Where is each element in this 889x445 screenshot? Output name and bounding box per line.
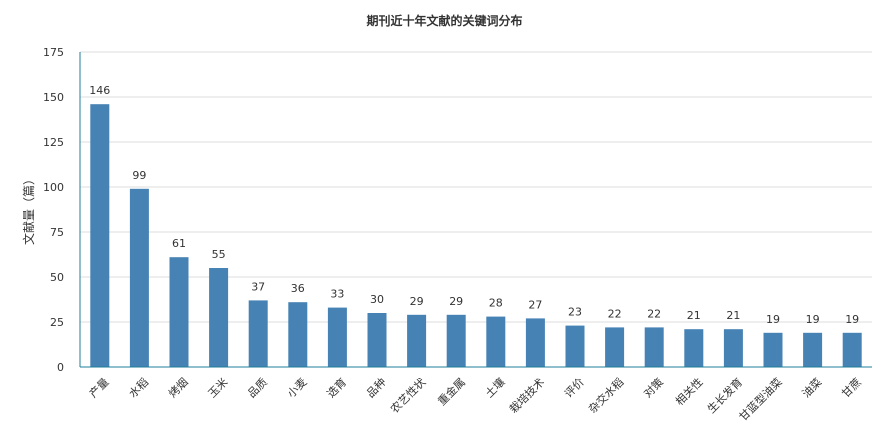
data-label: 22 [608,307,622,320]
x-tick-label: 农艺性状 [387,375,428,416]
x-tick-label: 油菜 [799,375,824,400]
data-label: 33 [330,288,344,301]
bar[interactable] [169,257,189,367]
data-label: 21 [726,309,740,322]
x-tick-label: 土壤 [482,375,507,400]
bar[interactable] [565,325,585,367]
y-tick-label: 50 [50,271,64,284]
data-label: 23 [568,306,582,319]
data-label: 30 [370,293,384,306]
bar[interactable] [446,314,466,367]
x-tick-label: 对策 [641,375,666,400]
data-label: 19 [845,313,859,326]
y-tick-label: 175 [43,46,64,59]
x-tick-label: 品质 [245,376,270,401]
y-tick-label: 100 [43,181,64,194]
bar[interactable] [803,332,823,367]
bar[interactable] [644,327,664,367]
data-label: 22 [647,307,661,320]
bar[interactable] [248,300,268,367]
data-label: 99 [132,169,146,182]
y-tick-label: 75 [50,226,64,239]
data-label: 61 [172,237,186,250]
y-tick-label: 25 [50,316,64,329]
data-label: 27 [528,298,542,311]
data-label: 146 [89,84,110,97]
bar[interactable] [288,302,308,367]
bar[interactable] [367,313,387,367]
bar[interactable] [209,268,229,367]
x-tick-label: 杂交水稻 [585,375,626,416]
x-tick-label: 玉米 [206,376,231,401]
y-tick-label: 125 [43,136,64,149]
x-tick-label: 产量 [86,375,111,400]
axis-layer [79,52,872,368]
bar[interactable] [763,332,783,367]
data-label: 29 [410,295,424,308]
data-label: 29 [449,295,463,308]
bar[interactable] [129,188,149,367]
y-tick-label: 0 [57,361,64,374]
grid-layer [80,51,872,323]
bars-layer [90,104,862,367]
chart-title: 期刊近十年文献的关键词分布 [366,14,523,28]
data-label: 19 [766,313,780,326]
bar[interactable] [723,329,743,367]
data-label: 37 [251,280,265,293]
bar[interactable] [605,327,625,367]
bar[interactable] [90,104,110,367]
x-ticks-layer: 产量 水稻 烤烟 玉米 品质 小麦 选育 品种 农艺性状 重金属 土壤 栽培技术 评价 杂交水稻 对策 相关性… [86,375,864,424]
x-tick-label: 甘蔗 [839,376,864,401]
bar[interactable] [684,329,704,367]
x-tick-label: 相关性 [672,375,705,408]
data-labels-layer: 146 99 61 55 37 36 33 30 29 29 28 27 23 22 22 21 21 19 19 1… [89,84,859,326]
data-label: 19 [806,313,820,326]
x-tick-label: 水稻 [126,376,151,401]
x-tick-label: 评价 [562,376,587,401]
x-tick-label: 生长发育 [704,375,745,416]
bar[interactable] [327,307,347,367]
x-tick-label: 栽培技术 [506,375,547,416]
data-label: 55 [212,248,226,261]
x-tick-label: 品种 [363,375,388,400]
data-label: 28 [489,297,503,310]
x-tick-label: 重金属 [435,375,468,408]
bar[interactable] [842,332,862,367]
x-tick-label: 烤烟 [165,375,190,400]
bar[interactable] [486,316,506,367]
bar[interactable] [525,318,545,367]
x-tick-label: 小麦 [285,376,310,401]
x-tick-label: 甘蓝型油菜 [736,375,785,424]
y-tick-label: 150 [43,91,64,104]
x-tick-label: 选育 [324,375,349,400]
bar[interactable] [407,314,427,367]
y-ticks-layer: 0 25 50 75 100 125 150 175 [43,46,64,374]
data-label: 21 [687,309,701,322]
data-label: 36 [291,282,305,295]
